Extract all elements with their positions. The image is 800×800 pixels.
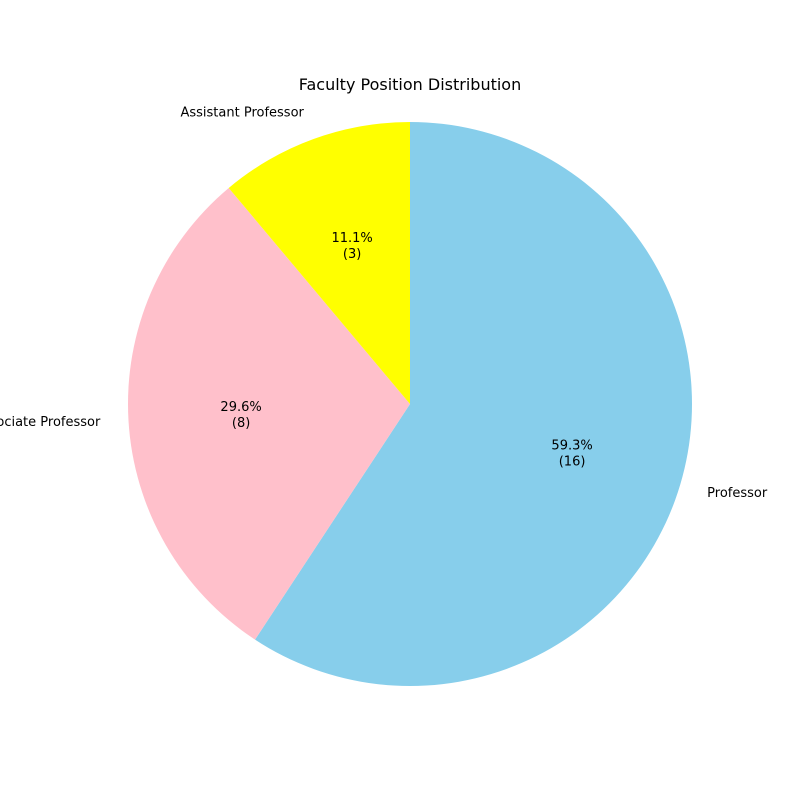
- count-label: (16): [559, 455, 586, 470]
- percent-label: 29.6%: [220, 400, 261, 415]
- chart-title: Faculty Position Distribution: [299, 75, 521, 94]
- pie-slice-associate-professor: [128, 187, 410, 640]
- category-label: Associate Professor: [0, 415, 101, 430]
- category-label: Professor: [707, 486, 768, 501]
- percent-label: 11.1%: [331, 231, 372, 246]
- pie-slices: [128, 122, 693, 686]
- pie-slice-assistant-professor: [228, 122, 410, 404]
- percent-label: 59.3%: [551, 439, 592, 454]
- category-label: Assistant Professor: [180, 106, 304, 121]
- count-label: (8): [232, 416, 250, 431]
- pie-labels: Professor 59.3%(16) Associate Professor 29.…: [0, 106, 768, 501]
- pie-slice-professor: [255, 122, 693, 686]
- count-label: (3): [343, 247, 361, 262]
